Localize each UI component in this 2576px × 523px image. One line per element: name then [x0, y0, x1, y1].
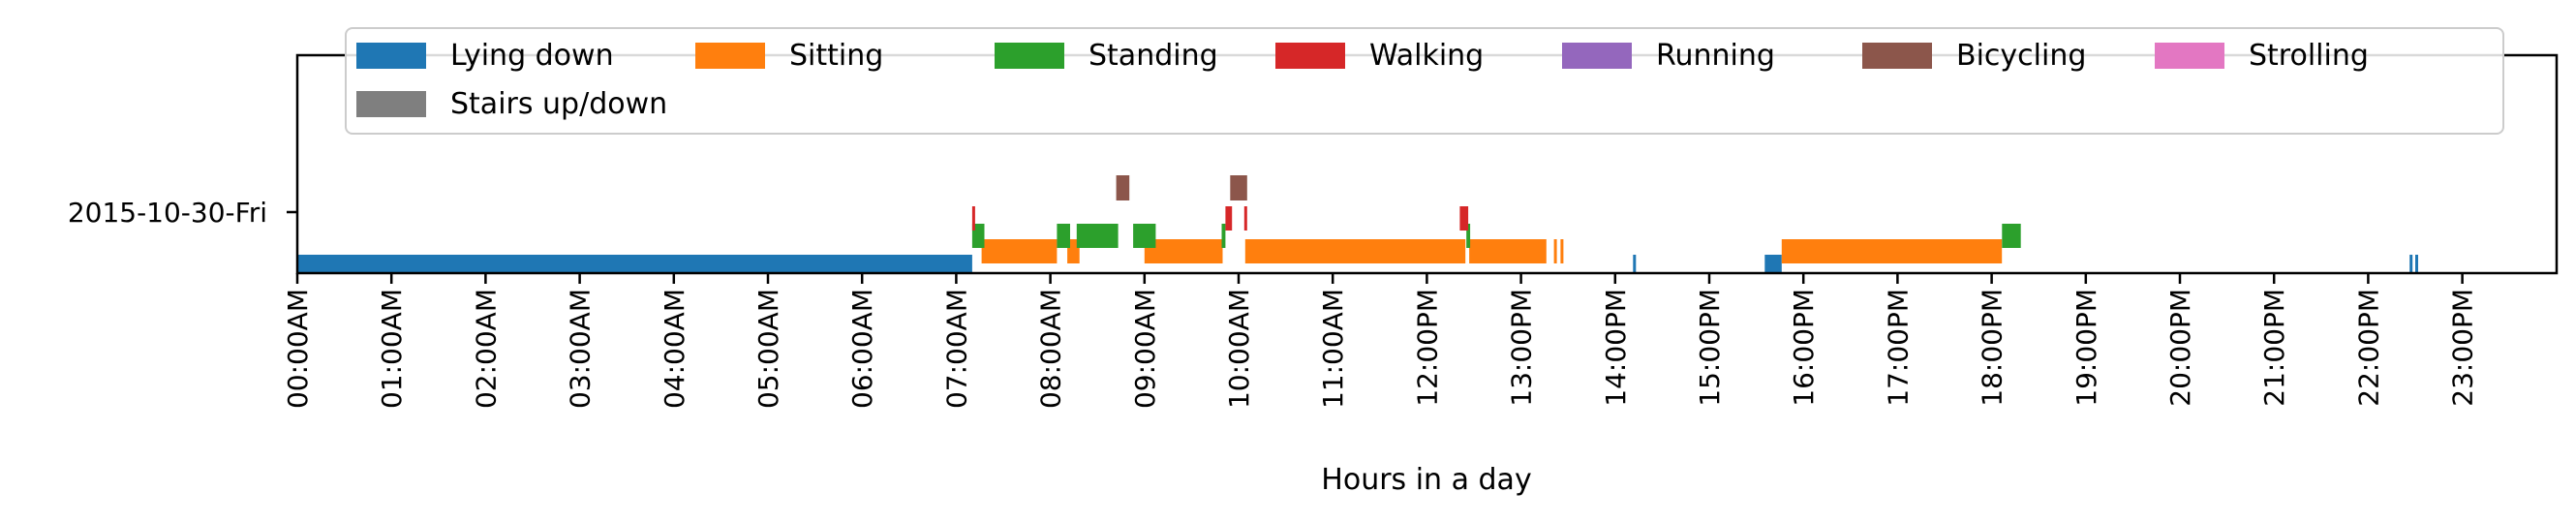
bar-sitting	[1244, 239, 1466, 263]
x-tick-label: 18:00PM	[1977, 289, 2009, 407]
x-tick-label: 04:00AM	[659, 289, 690, 409]
activity-bars	[297, 175, 2418, 274]
bar-standing	[2002, 224, 2021, 248]
x-tick-label: 12:00PM	[1411, 289, 1443, 407]
legend: Lying down Sitting Standing Walking Running B…	[345, 27, 2504, 135]
x-tick-label: 19:00PM	[2070, 289, 2102, 407]
bar-lying-down	[1633, 255, 1637, 274]
x-tick-label: 10:00AM	[1223, 289, 1255, 409]
x-tick-label: 03:00AM	[565, 289, 597, 409]
x-tick-label: 14:00PM	[1600, 289, 1632, 407]
x-tick-label: 17:00PM	[1882, 289, 1914, 407]
legend-label: Running	[1656, 39, 1775, 73]
x-tick-label: 20:00PM	[2164, 289, 2196, 407]
bar-lying-down	[1764, 255, 1782, 274]
x-tick-label: 15:00PM	[1694, 289, 1726, 407]
bar-bicycling	[1230, 175, 1247, 200]
x-tick-label: 22:00PM	[2352, 289, 2384, 407]
y-axis: 2015-10-30-Fri	[68, 197, 297, 229]
legend-swatch	[995, 43, 1064, 69]
x-tick-label: 05:00AM	[752, 289, 784, 409]
y-tick-label: 2015-10-30-Fri	[68, 197, 267, 229]
bar-bicycling	[1116, 175, 1130, 200]
legend-swatch	[1562, 43, 1632, 69]
legend-frame	[345, 27, 2504, 135]
legend-swatch	[695, 43, 765, 69]
bar-sitting	[1469, 239, 1547, 263]
bar-standing	[1133, 224, 1156, 248]
legend-swatch	[2155, 43, 2224, 69]
x-axis: 00:00AM 01:00AM 02:00AM 03:00AM 04:00AM 05:00…	[282, 273, 2479, 409]
legend-swatch	[356, 43, 426, 69]
bar-sitting	[1067, 239, 1080, 263]
legend-swatch	[356, 91, 426, 117]
legend-swatch	[1862, 43, 1932, 69]
bar-standing	[1221, 224, 1226, 248]
legend-label: Standing	[1089, 39, 1218, 73]
bar-walking	[1243, 206, 1247, 231]
x-tick-label: 16:00PM	[1788, 289, 1820, 407]
x-tick-label: 09:00AM	[1129, 289, 1161, 409]
bar-sitting	[1144, 239, 1223, 263]
x-tick-label: 06:00AM	[846, 289, 878, 409]
x-tick-label: 02:00AM	[470, 289, 502, 409]
x-axis-label: Hours in a day	[1321, 463, 1531, 497]
bar-sitting	[1560, 239, 1564, 263]
x-tick-label: 08:00AM	[1035, 289, 1067, 409]
x-tick-label: 13:00PM	[1506, 289, 1538, 407]
bar-lying-down	[297, 255, 972, 274]
bar-sitting	[981, 239, 1058, 263]
bar-standing	[1076, 224, 1119, 248]
bar-standing	[971, 224, 985, 248]
bar-walking	[1225, 206, 1233, 231]
bar-lying-down	[2415, 255, 2418, 274]
legend-label: Lying down	[450, 39, 614, 73]
x-tick-label: 11:00AM	[1317, 289, 1349, 409]
bar-sitting	[1781, 239, 2003, 263]
x-tick-label: 07:00AM	[940, 289, 972, 409]
legend-label: Sitting	[789, 39, 883, 73]
legend-label: Bicycling	[1956, 39, 2086, 73]
x-tick-label: 21:00PM	[2258, 289, 2290, 407]
bar-lying-down	[2409, 255, 2413, 274]
legend-label: Stairs up/down	[450, 87, 667, 121]
x-tick-label: 00:00AM	[282, 289, 314, 409]
bar-walking	[1459, 206, 1469, 231]
bar-walking	[971, 206, 975, 231]
legend-label: Strolling	[2249, 39, 2369, 73]
x-tick-label: 01:00AM	[376, 289, 408, 409]
legend-swatch	[1275, 43, 1345, 69]
bar-sitting	[1553, 239, 1557, 263]
legend-label: Walking	[1369, 39, 1484, 73]
bar-standing	[1466, 224, 1471, 248]
bar-standing	[1057, 224, 1070, 248]
x-tick-label: 23:00PM	[2447, 289, 2479, 407]
